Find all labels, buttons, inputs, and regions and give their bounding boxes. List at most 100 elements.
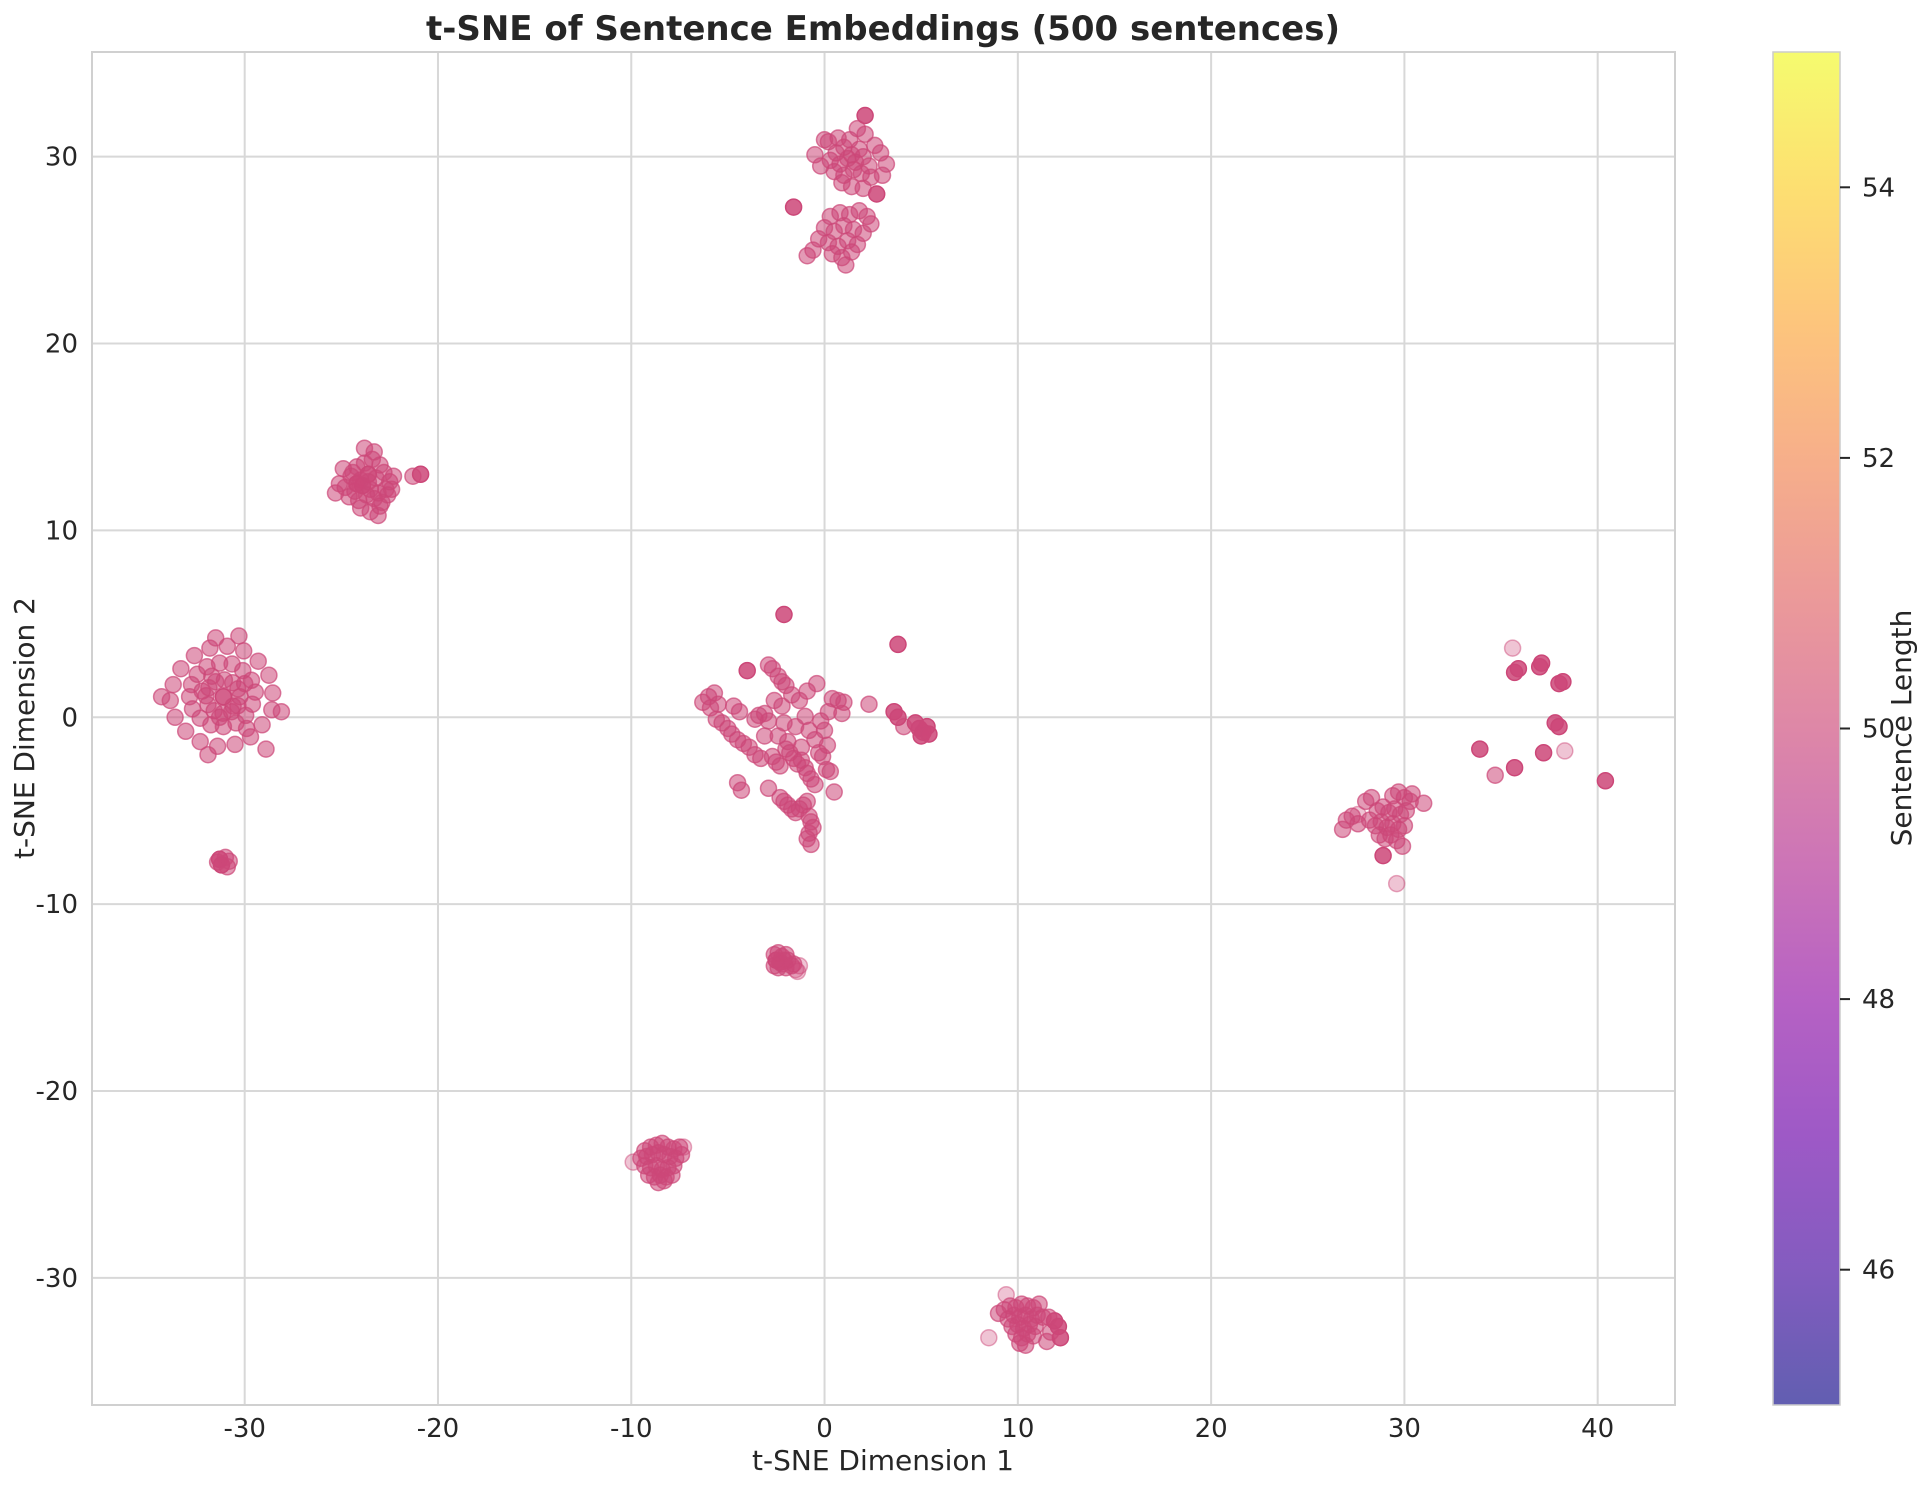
data-point — [166, 708, 184, 727]
data-point — [164, 675, 182, 694]
data-point — [234, 642, 253, 660]
data-point — [782, 686, 801, 704]
gridlines — [92, 52, 1675, 1405]
data-point — [191, 732, 209, 751]
data-point — [235, 674, 254, 693]
y-tick-label: 30 — [45, 143, 78, 173]
data-point — [208, 853, 227, 871]
data-point — [806, 775, 824, 794]
data-point — [172, 659, 190, 678]
data-point — [263, 684, 282, 702]
x-axis-label: t-SNE Dimension 1 — [752, 1444, 1014, 1477]
data-point — [1534, 744, 1553, 762]
data-point — [867, 185, 886, 203]
y-axis-label: t-SNE Dimension 2 — [8, 597, 41, 859]
data-point — [1414, 794, 1433, 813]
data-point — [253, 716, 271, 734]
data-point — [732, 781, 751, 799]
data-point — [206, 629, 225, 647]
x-tick-label: 20 — [1195, 1414, 1228, 1444]
x-tick-label: -10 — [610, 1414, 652, 1444]
colorbar: 46 48 50 52 54 Sentence Length — [1772, 51, 1918, 1406]
data-point — [663, 1166, 681, 1184]
data-point — [1349, 805, 1367, 824]
data-point — [877, 155, 896, 173]
data-point — [199, 745, 217, 764]
data-point — [624, 1153, 642, 1171]
data-point — [798, 792, 816, 811]
y-tick-label: 0 — [61, 703, 78, 733]
data-point — [825, 783, 843, 801]
x-tick-label: 40 — [1581, 1414, 1614, 1444]
data-point — [1395, 816, 1414, 835]
data-point — [1016, 1336, 1035, 1354]
data-point — [848, 119, 867, 138]
data-point — [860, 695, 878, 713]
data-point — [798, 246, 816, 265]
data-point — [821, 762, 840, 781]
chart-title: t-SNE of Sentence Embeddings (500 senten… — [426, 9, 1340, 49]
data-point — [759, 779, 778, 798]
data-point — [272, 702, 291, 721]
x-tick-label: 10 — [1001, 1414, 1034, 1444]
data-point — [856, 106, 874, 125]
colorbar-tick-label: 50 — [1862, 715, 1895, 745]
colorbar-label: Sentence Length — [1885, 610, 1918, 847]
data-point — [1509, 659, 1528, 678]
data-point — [348, 474, 366, 493]
data-point — [257, 740, 275, 758]
data-point — [203, 667, 221, 685]
data-point — [819, 702, 838, 721]
data-point — [746, 745, 764, 764]
data-point — [784, 198, 803, 216]
data-point — [193, 682, 211, 700]
data-point — [1387, 874, 1406, 893]
data-point — [1556, 742, 1574, 760]
data-point — [249, 652, 267, 670]
data-point — [1397, 801, 1416, 820]
y-tick-label: -10 — [36, 890, 78, 920]
data-point — [224, 697, 242, 715]
scatter-points — [152, 106, 1615, 1354]
colorbar-gradient — [1772, 51, 1841, 1406]
data-point — [889, 635, 907, 654]
data-point — [411, 465, 430, 484]
data-point — [818, 736, 837, 755]
data-point — [738, 661, 756, 680]
data-point — [775, 605, 793, 624]
data-point — [1038, 1332, 1056, 1351]
data-point — [1554, 673, 1572, 691]
colorbar-ticks: 46 48 50 52 54 — [1840, 173, 1895, 1286]
data-point — [218, 637, 237, 656]
x-tick-labels: -30 -20 -10 0 10 20 30 40 — [223, 1414, 1614, 1444]
data-point — [326, 484, 345, 502]
plot-border — [91, 51, 1676, 1406]
data-point — [355, 439, 374, 457]
data-point — [788, 962, 807, 981]
data-point — [382, 480, 401, 499]
data-point — [1505, 758, 1524, 777]
colorbar-tick-label: 46 — [1862, 1256, 1895, 1286]
data-point — [815, 131, 834, 149]
data-point — [786, 960, 805, 979]
colorbar-tick-label: 54 — [1862, 173, 1895, 203]
data-point — [1503, 639, 1522, 657]
data-point — [784, 955, 803, 973]
colorbar-tick-label: 48 — [1862, 985, 1895, 1015]
data-point — [980, 1328, 998, 1347]
data-point — [1403, 785, 1421, 803]
data-point — [1550, 717, 1568, 736]
data-point — [210, 708, 229, 727]
data-point — [724, 697, 743, 715]
x-tick-label: 30 — [1388, 1414, 1421, 1444]
data-point — [837, 256, 855, 274]
plot-background — [92, 52, 1675, 1405]
data-point — [771, 757, 789, 775]
data-point — [152, 687, 171, 706]
data-point — [1486, 766, 1504, 784]
data-point — [792, 738, 811, 756]
data-point — [176, 722, 195, 741]
x-tick-label: 0 — [816, 1414, 833, 1444]
